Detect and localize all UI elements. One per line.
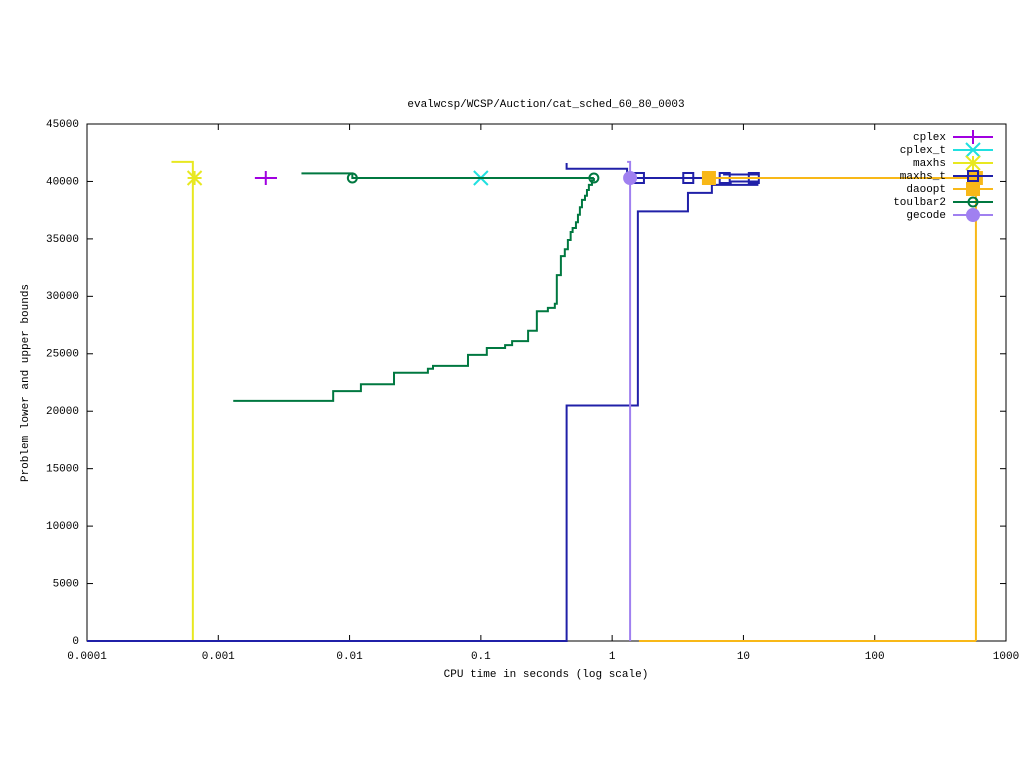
y-tick-label: 40000 bbox=[46, 176, 79, 188]
marker bbox=[258, 170, 273, 185]
legend-label: cplex bbox=[913, 132, 946, 144]
x-tick-label: 10 bbox=[737, 651, 750, 663]
y-tick-label: 35000 bbox=[46, 234, 79, 246]
legend-label: maxhs_t bbox=[900, 171, 946, 183]
y-tick-label: 0 bbox=[72, 636, 79, 648]
legend-marker bbox=[967, 170, 979, 182]
x-tick-label: 1000 bbox=[993, 651, 1019, 663]
y-tick-label: 30000 bbox=[46, 291, 79, 303]
y-axis-label: Problem lower and upper bounds bbox=[20, 284, 32, 482]
y-tick-label: 25000 bbox=[46, 349, 79, 361]
legend-marker bbox=[966, 182, 980, 196]
chart-title: evalwcsp/WCSP/Auction/cat_sched_60_80_00… bbox=[407, 99, 684, 111]
x-tick-label: 0.001 bbox=[202, 651, 235, 663]
x-tick-label: 0.01 bbox=[336, 651, 363, 663]
legend-label: maxhs bbox=[913, 158, 946, 170]
y-tick-label: 5000 bbox=[53, 578, 79, 590]
x-tick-label: 0.0001 bbox=[67, 651, 107, 663]
legend-marker bbox=[967, 196, 979, 208]
marker bbox=[701, 170, 716, 185]
y-tick-label: 10000 bbox=[46, 521, 79, 533]
x-axis-label: CPU time in seconds (log scale) bbox=[444, 669, 649, 681]
marker bbox=[186, 170, 203, 186]
legend-marker bbox=[966, 130, 980, 144]
legend-label: toulbar2 bbox=[893, 197, 946, 209]
x-tick-label: 0.1 bbox=[471, 651, 491, 663]
marker bbox=[588, 172, 600, 184]
series-line bbox=[171, 160, 194, 641]
legend-label: gecode bbox=[906, 210, 946, 222]
marker bbox=[682, 171, 695, 184]
x-tick-label: 1 bbox=[609, 651, 616, 663]
y-tick-label: 15000 bbox=[46, 464, 79, 476]
legend-marker bbox=[965, 142, 981, 158]
legend-marker bbox=[965, 155, 981, 171]
series-line bbox=[627, 160, 632, 641]
legend-label: cplex_t bbox=[900, 145, 946, 157]
y-tick-label: 45000 bbox=[46, 119, 79, 131]
legend-marker bbox=[966, 208, 980, 222]
series-line bbox=[233, 172, 595, 402]
marker bbox=[346, 172, 358, 184]
y-tick-label: 20000 bbox=[46, 406, 79, 418]
marker bbox=[623, 170, 638, 185]
x-tick-label: 100 bbox=[865, 651, 885, 663]
legend-label: daoopt bbox=[906, 184, 946, 196]
